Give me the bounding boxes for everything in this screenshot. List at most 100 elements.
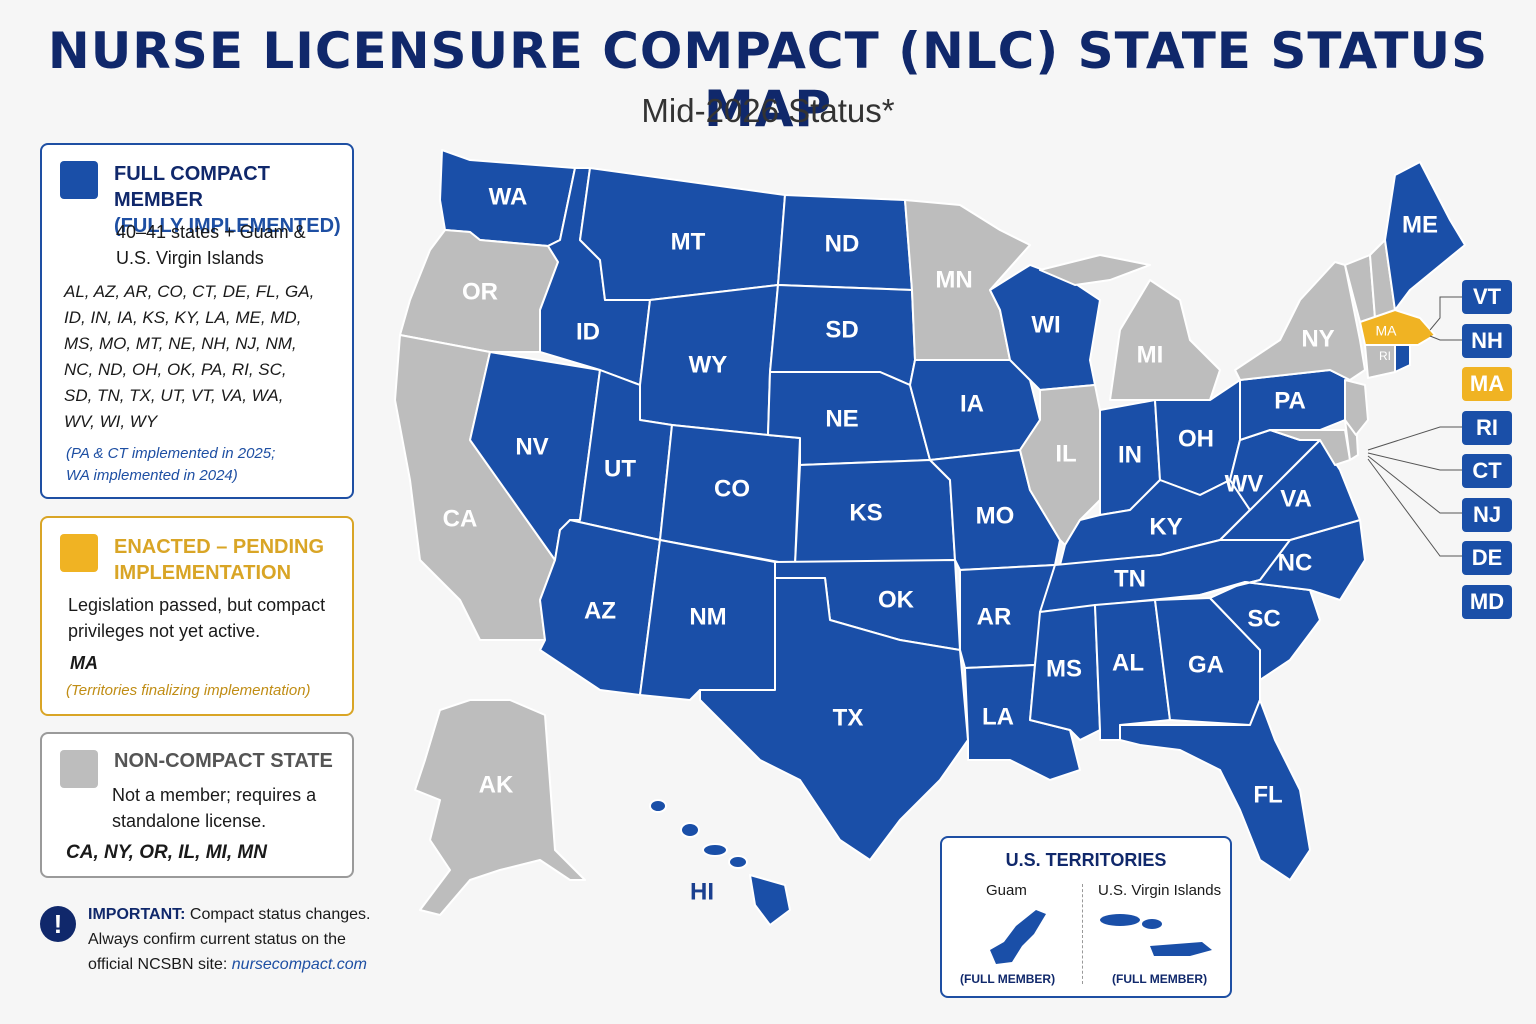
label-LA: LA [982,703,1014,730]
label-AK: AK [479,771,514,798]
legend-non-heading: NON-COMPACT STATE [114,750,333,772]
state-HI[interactable] [649,799,791,926]
usvi-st-john[interactable] [1142,919,1162,929]
exclamation-icon: ! [40,906,76,942]
label-HI: HI [690,878,714,905]
legend-full-heading: FULL COMPACT MEMBER (FULLY IMPLEMENTED) [114,163,341,237]
legend-pending: ENACTED – PENDING IMPLEMENTATION Legisla… [40,516,354,716]
label-UT: UT [604,455,636,482]
state-AK[interactable] [414,699,586,916]
territories-box: U.S. TERRITORIES Guam U.S. Virgin Island… [940,836,1232,998]
legend-full-state-line: MS, MO, MT, NE, NH, NJ, NM, [64,334,297,353]
page-subtitle: Mid-2026 Status* [641,92,895,129]
label-IL: IL [1055,440,1076,467]
territories-divider [1082,884,1083,984]
legend-pending-swatch [60,534,98,572]
usvi-st-thomas[interactable] [1100,914,1140,926]
label-ID: ID [576,318,600,345]
label-GA: GA [1188,651,1224,678]
callout-md[interactable]: MD [1462,584,1512,619]
guam-label: Guam [986,882,1027,899]
state-NY[interactable] [1234,261,1366,381]
legend-full-state-line: WV, WI, WY [64,412,158,431]
legend-full-count-2: U.S. Virgin Islands [116,248,264,268]
legend-full-count-1: 40–41 states + Guam & [116,222,306,242]
label-PA: PA [1274,387,1306,414]
callout-nj[interactable]: NJ [1462,497,1512,532]
label-ME: ME [1402,211,1438,238]
label-NY: NY [1301,325,1334,352]
label-NC: NC [1278,549,1313,576]
legend-full-state-list: AL, AZ, AR, CO, CT, DE, FL, GA, ID, IN, I… [64,279,314,435]
important-note: ! IMPORTANT: Compact status changes. Alw… [40,902,380,986]
usvi-label: U.S. Virgin Islands [1098,882,1222,899]
label-OK: OK [878,586,915,613]
legend-full-state-line: AL, AZ, AR, CO, CT, DE, FL, GA, [64,282,315,301]
legend-non-states: CA, NY, OR, IL, MI, MN [66,842,267,863]
label-NV: NV [515,433,548,460]
usvi-status: (FULL MEMBER) [1112,972,1208,986]
state-WI[interactable] [989,264,1101,391]
callout-ma[interactable]: MA [1462,367,1512,401]
callout-leaders [1367,296,1462,557]
state-MI[interactable] [1039,254,1221,401]
legend-full-member: FULL COMPACT MEMBER (FULLY IMPLEMENTED) … [40,143,354,499]
legend-non-compact: NON-COMPACT STATE Not a member; requires… [40,732,354,878]
label-MA: MA [1376,323,1398,339]
label-ND: ND [825,230,860,257]
label-SC: SC [1247,605,1280,632]
label-SD: SD [825,316,858,343]
legend-full-note-2: WA implemented in 2024) [66,467,238,484]
legend-full-state-line: NC, ND, OH, OK, PA, RI, SC, [64,360,287,379]
label-KY: KY [1149,513,1182,540]
state-ME[interactable] [1384,161,1466,311]
callout-nh[interactable]: NH [1462,323,1512,358]
label-AR: AR [977,603,1012,630]
label-MI: MI [1137,341,1164,368]
label-RI: RI [1379,349,1391,363]
state-RI[interactable] [1394,344,1411,373]
label-TN: TN [1114,565,1146,592]
usvi-st-croix[interactable] [1150,942,1212,956]
important-text: IMPORTANT: Compact status changes. Alway… [88,906,371,973]
state-FL[interactable] [1119,699,1311,881]
legend-full-state-line: ID, IN, IA, KS, KY, LA, ME, MD, [64,308,302,327]
legend-non-desc-1: Not a member; requires a [112,785,317,805]
legend-non-desc-2: standalone license. [112,811,267,831]
label-TX: TX [833,704,864,731]
label-MN: MN [935,266,972,293]
nursecompact-link[interactable]: nursecompact.com [231,956,367,973]
label-NE: NE [825,405,858,432]
legend-full-state-line: SD, TN, TX, UT, VT, VA, WA, [64,386,284,405]
label-IA: IA [960,390,984,417]
guam-status: (FULL MEMBER) [960,972,1056,986]
label-WV: WV [1225,470,1264,497]
legend-pending-desc-2: privileges not yet active. [68,621,261,641]
callout-ri[interactable]: RI [1462,410,1512,445]
page-title: NURSE LICENSURE COMPACT (NLC) STATE STAT… [47,22,1489,138]
callout-ct[interactable]: CT [1462,454,1512,488]
callout-de[interactable]: DE [1462,541,1512,575]
label-WI: WI [1031,311,1060,338]
territories-title: U.S. TERRITORIES [1005,850,1167,870]
label-CA: CA [443,505,478,532]
label-AL: AL [1112,649,1144,676]
label-KS: KS [849,499,882,526]
legend-pending-states: MA [70,653,98,673]
state-NJ[interactable] [1344,379,1369,436]
territories-shapes [990,910,1212,964]
state-NC[interactable] [1199,519,1366,601]
state-MD[interactable] [1269,429,1351,466]
label-VA: VA [1280,485,1312,512]
label-MS: MS [1046,655,1082,682]
label-IN: IN [1118,441,1142,468]
legend-non-swatch [60,750,98,788]
label-MT: MT [671,228,706,255]
label-MO: MO [976,502,1015,529]
guam-shape[interactable] [990,910,1046,964]
legend-full-swatch [60,161,98,199]
label-WA: WA [489,183,528,210]
state-TX[interactable] [699,577,969,861]
callout-vt[interactable]: VT [1462,280,1512,314]
